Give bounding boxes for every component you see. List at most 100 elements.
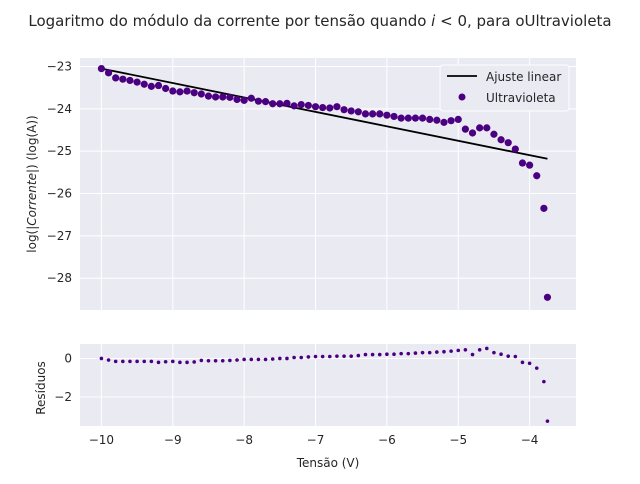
residual-point	[149, 359, 154, 364]
x-tick-label: −9	[164, 433, 182, 447]
residual-point	[406, 351, 411, 356]
residual-point	[399, 351, 403, 356]
x-axis-ticks: −10 −9 −8 −7 −6 −5 −4	[89, 433, 539, 447]
data-point	[183, 87, 191, 95]
data-point	[511, 145, 519, 153]
residual-point	[242, 357, 246, 362]
residual-plot-points	[99, 346, 550, 423]
chart-title: Logaritmo do módulo da corrente por tens…	[28, 12, 611, 30]
data-point	[97, 64, 106, 73]
data-point	[440, 118, 448, 126]
residual-point	[449, 349, 453, 353]
residual-point	[506, 354, 511, 358]
x-tick-label: −10	[89, 433, 114, 447]
main-plot-y-label: log(|Corrente|) (log(A))	[25, 115, 39, 252]
residual-point	[99, 356, 104, 361]
x-tick-label: −7	[307, 433, 325, 447]
data-point	[226, 93, 234, 101]
data-point	[126, 76, 134, 85]
data-point	[283, 99, 291, 107]
residual-point	[363, 352, 368, 357]
data-point	[104, 69, 113, 77]
residual-point	[356, 353, 361, 358]
data-point	[354, 108, 362, 116]
data-point	[340, 106, 348, 114]
data-point	[162, 84, 170, 93]
residual-point	[163, 359, 168, 364]
x-tick-label: −5	[449, 433, 467, 447]
x-axis-label: Tensão (V)	[296, 456, 360, 470]
data-point	[476, 124, 484, 132]
data-point	[290, 102, 298, 110]
residual-point	[420, 350, 425, 355]
data-point	[490, 130, 498, 138]
residual-point	[349, 354, 353, 358]
residual-point	[178, 360, 182, 365]
chart-title-rest: < 0, para oUltravioleta	[435, 12, 611, 30]
data-point	[383, 111, 391, 119]
x-tick-label: −6	[378, 433, 396, 447]
data-point	[369, 110, 377, 118]
data-point	[411, 114, 420, 122]
data-point	[297, 100, 305, 109]
data-point	[119, 75, 127, 83]
residual-point	[427, 350, 432, 355]
data-point	[468, 129, 477, 137]
x-tick-label: −8	[235, 433, 253, 447]
data-point	[311, 103, 320, 111]
data-point	[333, 103, 341, 111]
data-point	[347, 107, 355, 115]
y-label-suffix: |) (log(A))	[25, 115, 39, 173]
residual-point	[185, 360, 189, 365]
residual-point	[534, 366, 539, 370]
data-point	[197, 90, 205, 98]
legend-fit-label: Ajuste linear	[486, 70, 561, 84]
residual-point	[228, 358, 232, 363]
data-point	[219, 93, 227, 101]
residual-point	[442, 349, 446, 354]
residual-point	[213, 358, 218, 363]
data-point	[147, 82, 155, 90]
main-plot-y-tick-label: −25	[47, 144, 72, 158]
legend-data-label: Ultravioleta	[486, 91, 556, 105]
residual-plot-area	[80, 344, 576, 426]
residual-point	[342, 354, 346, 358]
data-point	[483, 124, 491, 132]
residual-point	[292, 355, 296, 360]
residual-point	[249, 357, 254, 362]
data-point	[397, 114, 405, 122]
main-plot-points	[97, 64, 552, 301]
data-point	[211, 93, 220, 101]
residual-point	[306, 355, 311, 359]
residual-point	[278, 356, 282, 361]
main-plot-y-ticks: −28 −27 −26 −25 −24 −23	[47, 59, 72, 285]
x-tick-label: −4	[521, 433, 539, 447]
data-point	[240, 96, 248, 104]
data-point	[461, 125, 469, 133]
y-label-prefix: log(|	[25, 226, 39, 253]
residual-point	[156, 360, 161, 365]
data-point	[454, 115, 462, 124]
residual-point	[484, 346, 489, 351]
chart-title-math: i	[431, 12, 436, 30]
residual-point	[113, 359, 118, 364]
residual-point	[128, 359, 132, 364]
main-plot-y-tick-label: −26	[47, 187, 72, 201]
residual-point	[545, 419, 550, 423]
fit-line	[101, 67, 548, 160]
data-point	[276, 100, 284, 108]
residual-point	[392, 352, 396, 357]
data-point	[418, 114, 427, 122]
residual-point	[192, 360, 196, 364]
data-point	[269, 100, 277, 108]
data-point	[112, 74, 120, 82]
residual-point	[285, 356, 289, 361]
data-point	[304, 101, 312, 110]
residual-point	[327, 354, 332, 359]
main-plot-y-tick-label: −28	[47, 271, 72, 285]
data-point	[326, 104, 334, 112]
residual-point	[477, 347, 482, 352]
y-label-math: Corrente	[25, 173, 39, 226]
residual-point	[263, 357, 268, 362]
